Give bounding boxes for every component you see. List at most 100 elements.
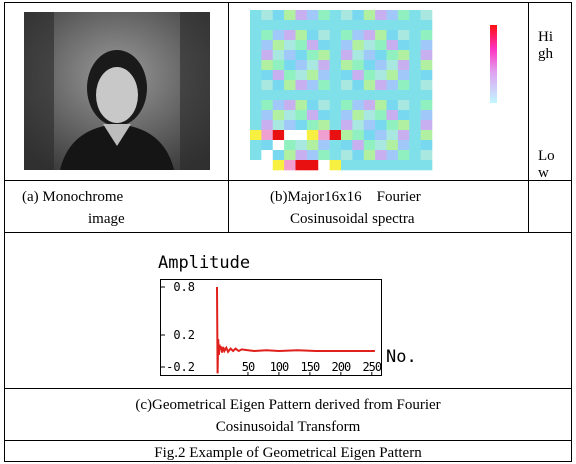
y-tick-label: 0.8 xyxy=(173,280,195,294)
heat-cell xyxy=(306,40,319,51)
heat-cell xyxy=(306,90,319,101)
color-bar xyxy=(490,25,497,103)
heat-cell xyxy=(386,130,399,141)
heat-cell xyxy=(386,30,399,41)
heat-cell xyxy=(284,90,296,101)
heat-cell xyxy=(306,160,319,171)
heat-cell xyxy=(272,160,285,171)
heat-cell xyxy=(409,150,421,161)
heat-cell xyxy=(284,100,296,111)
heat-cell xyxy=(318,20,330,31)
heat-cell xyxy=(352,140,365,151)
heat-cell xyxy=(420,40,433,51)
heat-cell xyxy=(420,80,433,91)
heat-cell xyxy=(284,150,296,161)
heat-cell xyxy=(420,110,433,121)
legend-low: w xyxy=(538,165,549,181)
heat-cell xyxy=(295,110,308,121)
heat-cell xyxy=(261,110,274,121)
heat-cell xyxy=(375,90,387,101)
heat-cell xyxy=(318,100,330,111)
heat-cell xyxy=(409,110,421,121)
heat-cell xyxy=(375,50,387,61)
heat-cell xyxy=(318,40,330,51)
heat-cell xyxy=(386,110,399,121)
heat-cell xyxy=(295,120,308,131)
heat-cell xyxy=(409,40,421,51)
heat-cell xyxy=(295,160,308,171)
heat-cell xyxy=(261,150,274,161)
table-rules xyxy=(4,2,572,462)
heat-cell xyxy=(386,160,399,171)
heat-cell xyxy=(386,10,399,21)
heat-cell xyxy=(352,80,365,91)
heat-cell xyxy=(318,150,330,161)
heat-cell xyxy=(375,100,387,111)
heat-cell xyxy=(420,120,433,131)
heat-cell xyxy=(284,50,296,61)
heat-cell xyxy=(284,20,296,31)
heat-cell xyxy=(329,10,342,21)
heat-cell xyxy=(261,50,274,61)
heat-cell xyxy=(341,50,353,61)
heat-cell xyxy=(306,150,319,161)
heat-cell xyxy=(397,130,410,141)
heat-cell xyxy=(420,90,433,101)
heat-cell xyxy=(386,100,399,111)
data-line xyxy=(216,286,375,374)
heat-cell xyxy=(250,110,262,121)
heat-cell xyxy=(363,40,376,51)
caption: (c)Geometrical Eigen Pattern derived fro… xyxy=(135,397,440,413)
monochrome-photo xyxy=(24,12,210,170)
heat-cell xyxy=(306,70,319,81)
heat-cell xyxy=(397,140,410,151)
heat-cell xyxy=(363,110,376,121)
heat-cell xyxy=(329,70,342,81)
legend-high: Hi xyxy=(538,29,553,45)
heat-cell xyxy=(352,20,365,31)
heat-cell xyxy=(420,50,433,61)
heat-cell xyxy=(420,20,433,31)
heat-cell xyxy=(352,100,365,111)
heat-cell xyxy=(420,130,433,141)
heat-cell xyxy=(341,60,353,71)
heat-cell xyxy=(409,20,421,31)
heat-cell xyxy=(341,40,353,51)
heat-cell xyxy=(397,40,410,51)
caption: Cosinusoidal Transform xyxy=(216,419,361,435)
heat-cell xyxy=(250,100,262,111)
heat-cell xyxy=(341,90,353,101)
heat-cell xyxy=(284,120,296,131)
heat-cell xyxy=(375,70,387,81)
heat-cell xyxy=(341,20,353,31)
heat-cell xyxy=(420,30,433,41)
heat-cell xyxy=(363,120,376,131)
heat-cell xyxy=(318,90,330,101)
heat-cell xyxy=(250,120,262,131)
heat-cell xyxy=(341,140,353,151)
heat-cell xyxy=(250,20,262,31)
heat-cell xyxy=(386,90,399,101)
heat-cell xyxy=(420,10,433,21)
heat-cell xyxy=(397,100,410,111)
heat-cell xyxy=(363,150,376,161)
heat-cell xyxy=(397,120,410,131)
heat-cell xyxy=(295,90,308,101)
heat-cell xyxy=(352,160,365,171)
heat-cell xyxy=(341,70,353,81)
heat-cell xyxy=(409,10,421,21)
heat-cell xyxy=(306,20,319,31)
heat-cell xyxy=(295,150,308,161)
heat-cell xyxy=(250,140,262,151)
heat-cell xyxy=(318,60,330,71)
heat-cell xyxy=(375,130,387,141)
heat-cell xyxy=(352,90,365,101)
heat-cell xyxy=(272,70,285,81)
heat-cell xyxy=(261,90,274,101)
heat-cell xyxy=(272,130,285,141)
heat-cell xyxy=(250,90,262,101)
heat-cell xyxy=(329,100,342,111)
heat-cell xyxy=(329,30,342,41)
heat-cell xyxy=(363,10,376,21)
heat-cell xyxy=(397,50,410,61)
